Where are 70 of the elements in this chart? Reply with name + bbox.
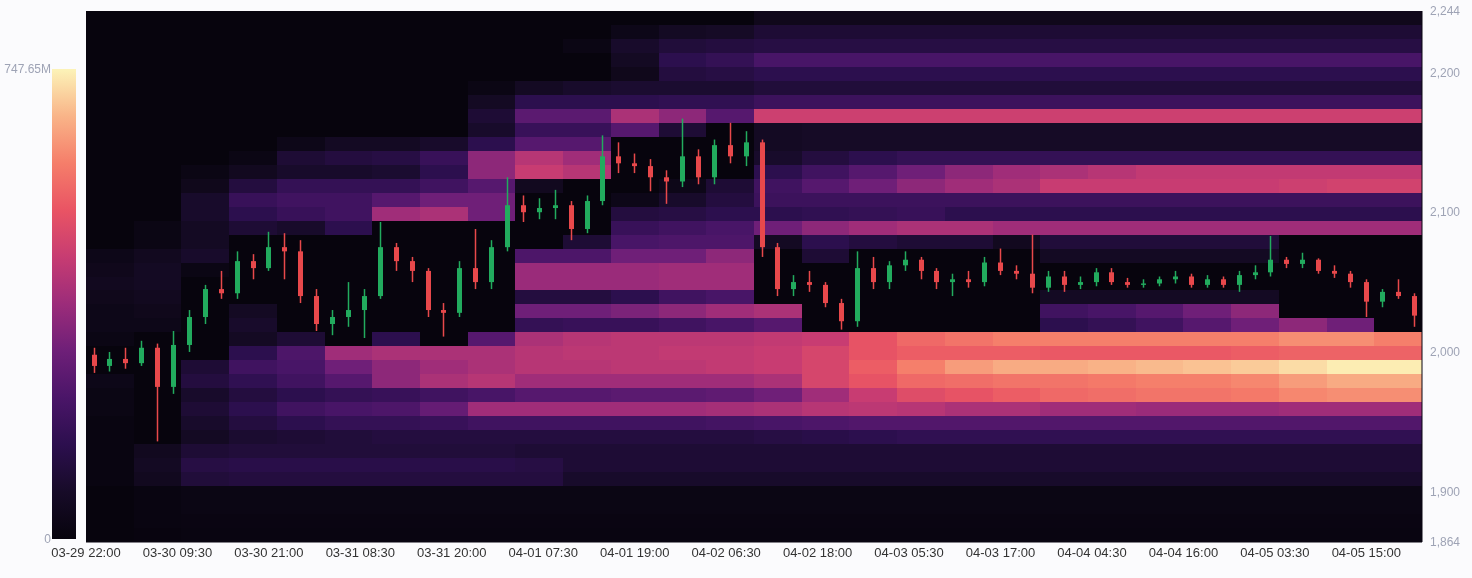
candlestick xyxy=(744,130,749,167)
candlestick xyxy=(664,169,669,205)
candlestick xyxy=(251,253,256,281)
x-tick-label: 04-05 15:00 xyxy=(1331,545,1402,561)
candlestick xyxy=(919,256,924,281)
candlestick xyxy=(139,340,144,367)
candlestick xyxy=(998,247,1003,276)
x-tick-label: 04-02 06:30 xyxy=(691,545,761,561)
color-bar-label: 0 xyxy=(44,532,51,546)
candlestick xyxy=(473,228,478,290)
y-tick-label: 2,000 xyxy=(1430,345,1461,360)
candlestick xyxy=(887,260,892,290)
candlestick xyxy=(410,256,415,283)
candlestick xyxy=(807,270,812,293)
x-tick-label: 03-30 09:30 xyxy=(142,545,213,561)
y-tick-label: 1,864 xyxy=(1430,535,1461,550)
x-tick-label: 04-04 04:30 xyxy=(1057,545,1127,561)
candlestick xyxy=(934,267,939,290)
candlestick xyxy=(1364,278,1369,318)
x-tick-label: 04-03 17:00 xyxy=(965,545,1036,561)
x-tick-label: 03-31 08:30 xyxy=(325,545,396,561)
x-tick-label: 04-01 07:30 xyxy=(508,545,578,561)
color-bar-label: 747.65M xyxy=(4,62,51,76)
candlestick xyxy=(616,141,621,174)
candlestick xyxy=(569,200,574,241)
candlestick xyxy=(950,272,955,297)
candlestick xyxy=(632,152,637,174)
candlestick xyxy=(266,231,271,272)
candlestick xyxy=(791,274,796,297)
candlestick xyxy=(553,189,558,220)
candlestick xyxy=(330,309,335,336)
candlestick xyxy=(696,148,701,186)
x-tick-label: 03-29 22:00 xyxy=(51,545,121,561)
x-tick-label: 04-01 19:00 xyxy=(600,545,670,561)
candlestick xyxy=(1268,235,1273,278)
x-tick-label: 04-04 16:00 xyxy=(1148,545,1219,561)
x-tick-label: 04-03 05:30 xyxy=(874,545,944,561)
y-tick-label: 2,200 xyxy=(1430,65,1461,80)
candlestick xyxy=(1380,288,1385,308)
candlestick xyxy=(1030,233,1035,295)
candlestick xyxy=(219,270,224,300)
candlestick xyxy=(728,122,733,165)
x-tick-label: 04-02 18:00 xyxy=(782,545,853,561)
x-tick-label: 03-31 20:00 xyxy=(417,545,487,561)
candlestick xyxy=(1046,270,1051,293)
candlestick xyxy=(1237,270,1242,293)
y-tick-label: 1,900 xyxy=(1430,484,1461,499)
candlestick xyxy=(982,256,987,288)
candlestick xyxy=(282,232,287,281)
y-tick-label: 2,100 xyxy=(1430,205,1461,220)
candlestick xyxy=(346,281,351,328)
candlestick xyxy=(92,347,97,374)
candlestick xyxy=(537,197,542,220)
candlestick xyxy=(362,288,367,339)
candlestick xyxy=(123,347,128,370)
candlestick xyxy=(1412,292,1417,328)
candlestick xyxy=(107,351,112,373)
candlestick xyxy=(521,194,526,223)
candlestick xyxy=(1094,267,1099,288)
x-tick-label: 04-05 03:30 xyxy=(1240,545,1310,561)
candlestick xyxy=(871,256,876,290)
candlestick xyxy=(394,242,399,272)
x-tick-label: 03-30 21:00 xyxy=(234,545,304,561)
candlestick xyxy=(823,281,828,308)
candlestick xyxy=(648,158,653,193)
candlestick xyxy=(1062,270,1067,293)
candlestick xyxy=(441,302,446,338)
candlestick xyxy=(839,298,844,331)
y-tick-label: 2,244 xyxy=(1430,4,1461,19)
candlestick xyxy=(1396,278,1401,300)
